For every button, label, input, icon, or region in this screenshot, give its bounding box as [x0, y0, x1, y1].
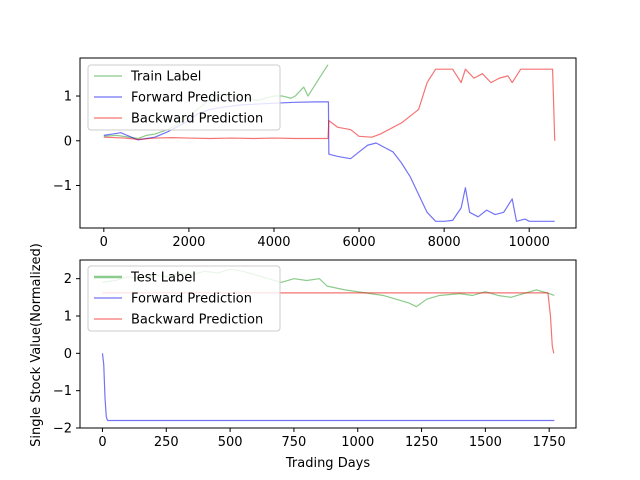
y-tick-label: 1 [64, 310, 72, 325]
legend: Train Label Forward Prediction Backward Pr… [87, 64, 281, 131]
axes-frame [79, 57, 577, 229]
y-tick-label: −1 [53, 179, 72, 194]
x-tick-label: 1250 [405, 435, 438, 450]
legend: Test Label Forward Prediction Backward Pre… [87, 265, 281, 332]
y-tick-label: 0 [64, 347, 72, 362]
legend-label-backward-prediction: Backward Prediction [131, 112, 263, 127]
x-tick-label: 6000 [343, 235, 376, 250]
legend-label-forward-prediction: Forward Prediction [131, 91, 252, 106]
x-tick-label: 0 [98, 435, 106, 450]
axes-frame [79, 259, 577, 429]
series-line-backward-prediction [103, 68, 556, 141]
x-tick-label: 0 [100, 235, 108, 250]
x-tick-label: 250 [154, 435, 179, 450]
y-tick-label: 2 [64, 272, 72, 287]
y-tick-label: −2 [53, 422, 72, 437]
x-tick-label: 4000 [257, 235, 290, 250]
legend-box [87, 64, 281, 131]
y-axis-label: Single Stock Value(Normalized) [29, 243, 44, 447]
y-tick-label: −1 [53, 384, 72, 399]
x-tick-label: 8000 [428, 235, 461, 250]
lower-panel: 0 250 500 750 1000 1250 1500 1750 −2 −1 0 1 2 Test La… [53, 259, 577, 450]
series-line-forward-prediction [101, 353, 555, 422]
y-tick-label: 0 [64, 134, 72, 149]
legend-label-train-label: Train Label [130, 70, 201, 85]
x-tick-label: 1750 [533, 435, 566, 450]
legend-label-forward-prediction: Forward Prediction [131, 292, 252, 307]
x-tick-label: 750 [282, 435, 307, 450]
x-tick-label: 1500 [469, 435, 502, 450]
x-tick-label: 10000 [509, 235, 550, 250]
y-tick-label: 1 [64, 90, 72, 105]
x-axis-label: Trading Days [285, 456, 370, 471]
legend-label-backward-prediction: Backward Prediction [131, 313, 263, 328]
x-tick-label: 2000 [172, 235, 205, 250]
legend-label-test-label: Test Label [130, 271, 196, 286]
legend-box [87, 265, 281, 332]
x-tick-label: 500 [218, 435, 243, 450]
x-tick-label: 1000 [341, 435, 374, 450]
upper-panel: 0 2000 4000 6000 8000 10000 −1 0 1 Train Label For… [53, 57, 577, 250]
